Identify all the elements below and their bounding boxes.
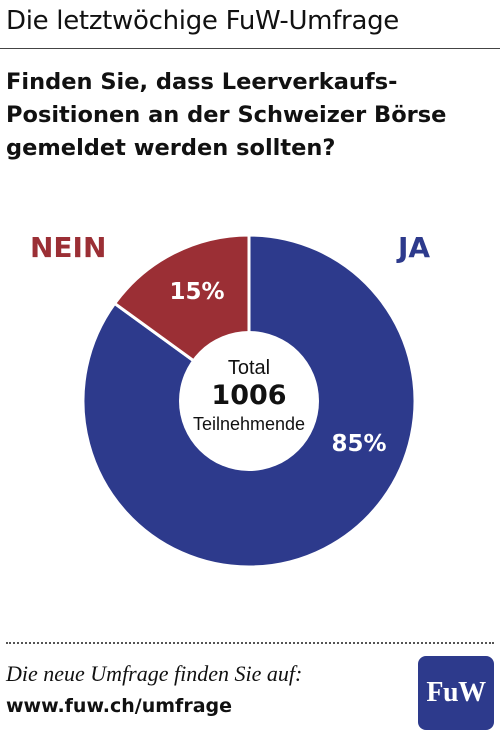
center-total-value: 1006 [211,380,286,411]
data-label-nein: 15% [169,279,224,305]
question-line-1: Finden Sie, dass Leerverkaufs- [6,69,398,95]
fuw-logo: FuW [418,656,494,730]
footer-text: Die neue Umfrage finden Sie auf: [6,661,303,686]
donut-chart: NEIN JA 15% 85% Total 1006 Teilnehmende [30,231,430,569]
data-label-ja: 85% [331,431,386,457]
legend-label-ja: JA [396,231,430,264]
page-title: Die letztwöchige FuW-Umfrage [6,6,399,36]
donut-center-hole [179,331,319,471]
question-line-3: gemeldet werden sollten? [6,135,336,161]
footer-divider [6,642,494,644]
header-divider [0,48,500,49]
survey-question: Finden Sie, dass Leerverkaufs- Positione… [6,66,494,165]
center-total-unit: Teilnehmende [193,414,305,434]
question-line-2: Positionen an der Schweizer Börse [6,102,447,128]
center-total-label: Total [228,357,270,379]
legend-label-nein: NEIN [30,231,106,264]
survey-link[interactable]: www.fuw.ch/umfrage [6,695,233,717]
fuw-logo-text: FuW [426,677,486,708]
